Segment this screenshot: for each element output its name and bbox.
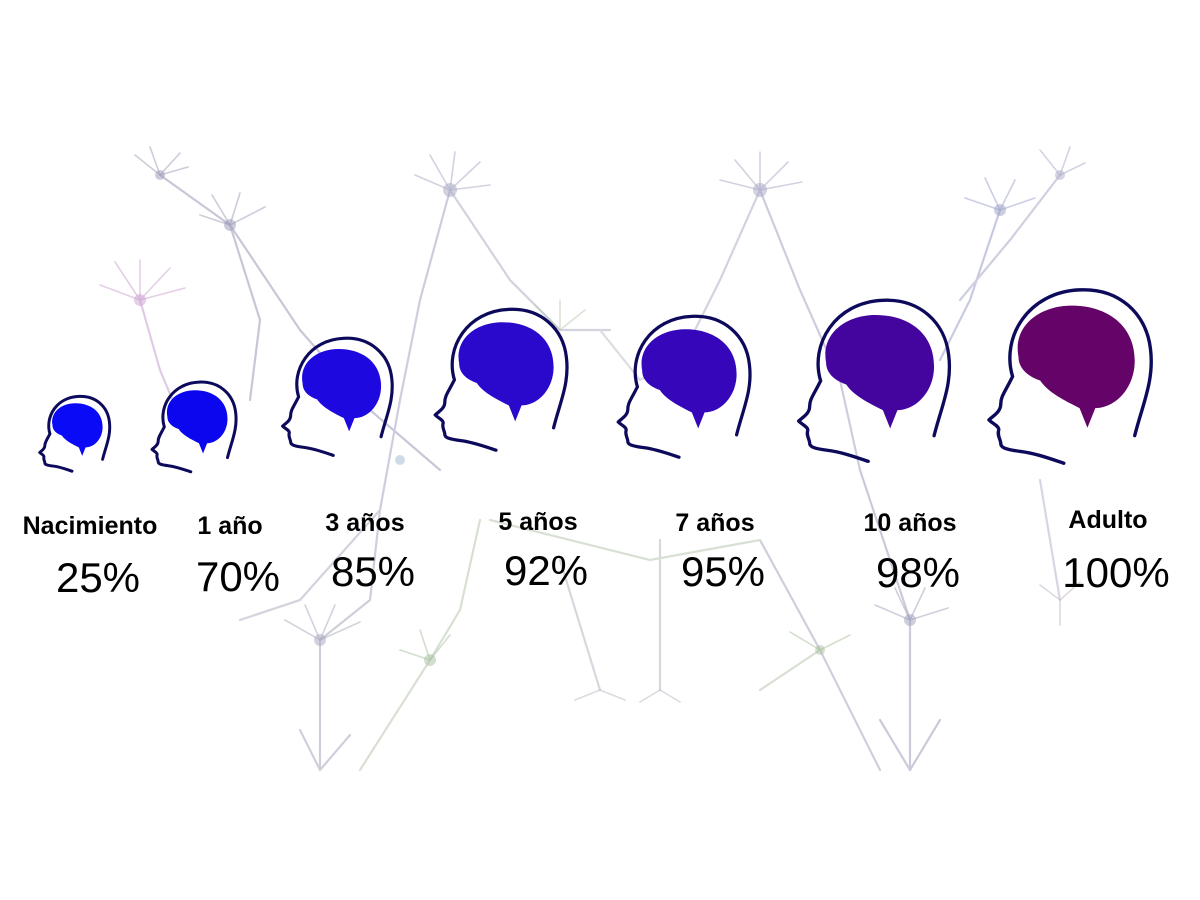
head-profile-icon <box>281 336 394 457</box>
head-profile-icon <box>796 298 952 464</box>
brain-icon <box>302 348 382 432</box>
head-profile-icon <box>987 288 1153 465</box>
head-profile-icon <box>616 314 752 459</box>
head-outline <box>796 298 952 464</box>
stage-label: Adulto <box>1068 506 1148 534</box>
head-outline <box>150 380 238 474</box>
head-outline <box>433 307 569 452</box>
neuron-dendrites <box>99 146 1086 703</box>
brain-icon <box>52 403 103 456</box>
head-outline <box>987 288 1153 465</box>
stage-percent: 85% <box>330 548 416 595</box>
stage-percent: 70% <box>195 553 281 600</box>
stage-percent: 95% <box>680 548 766 595</box>
stage-label: Nacimiento <box>22 512 158 540</box>
head-outline <box>616 314 752 459</box>
brain-icon <box>1017 305 1135 428</box>
stage-label: 5 años <box>498 508 578 536</box>
head-profile-icon <box>150 380 238 474</box>
stage-percent: 100% <box>1062 549 1170 596</box>
stage-percent: 25% <box>55 554 141 601</box>
stage-label: 3 años <box>325 509 405 537</box>
head-outline <box>281 336 394 457</box>
stage-label: 7 años <box>675 509 755 537</box>
head-profile-icon <box>38 394 112 473</box>
stage-percent: 98% <box>875 549 961 596</box>
stage-label: 1 año <box>197 512 263 540</box>
brain-icon <box>825 314 935 429</box>
stage-label: 10 años <box>863 509 957 537</box>
stage-percent: 92% <box>503 547 589 594</box>
brain-icon <box>166 390 228 454</box>
head-outline <box>38 394 112 473</box>
brain-icon <box>458 322 554 422</box>
head-profile-icon <box>433 307 569 452</box>
neuron-somas <box>134 170 1065 666</box>
brain-icon <box>641 329 737 429</box>
